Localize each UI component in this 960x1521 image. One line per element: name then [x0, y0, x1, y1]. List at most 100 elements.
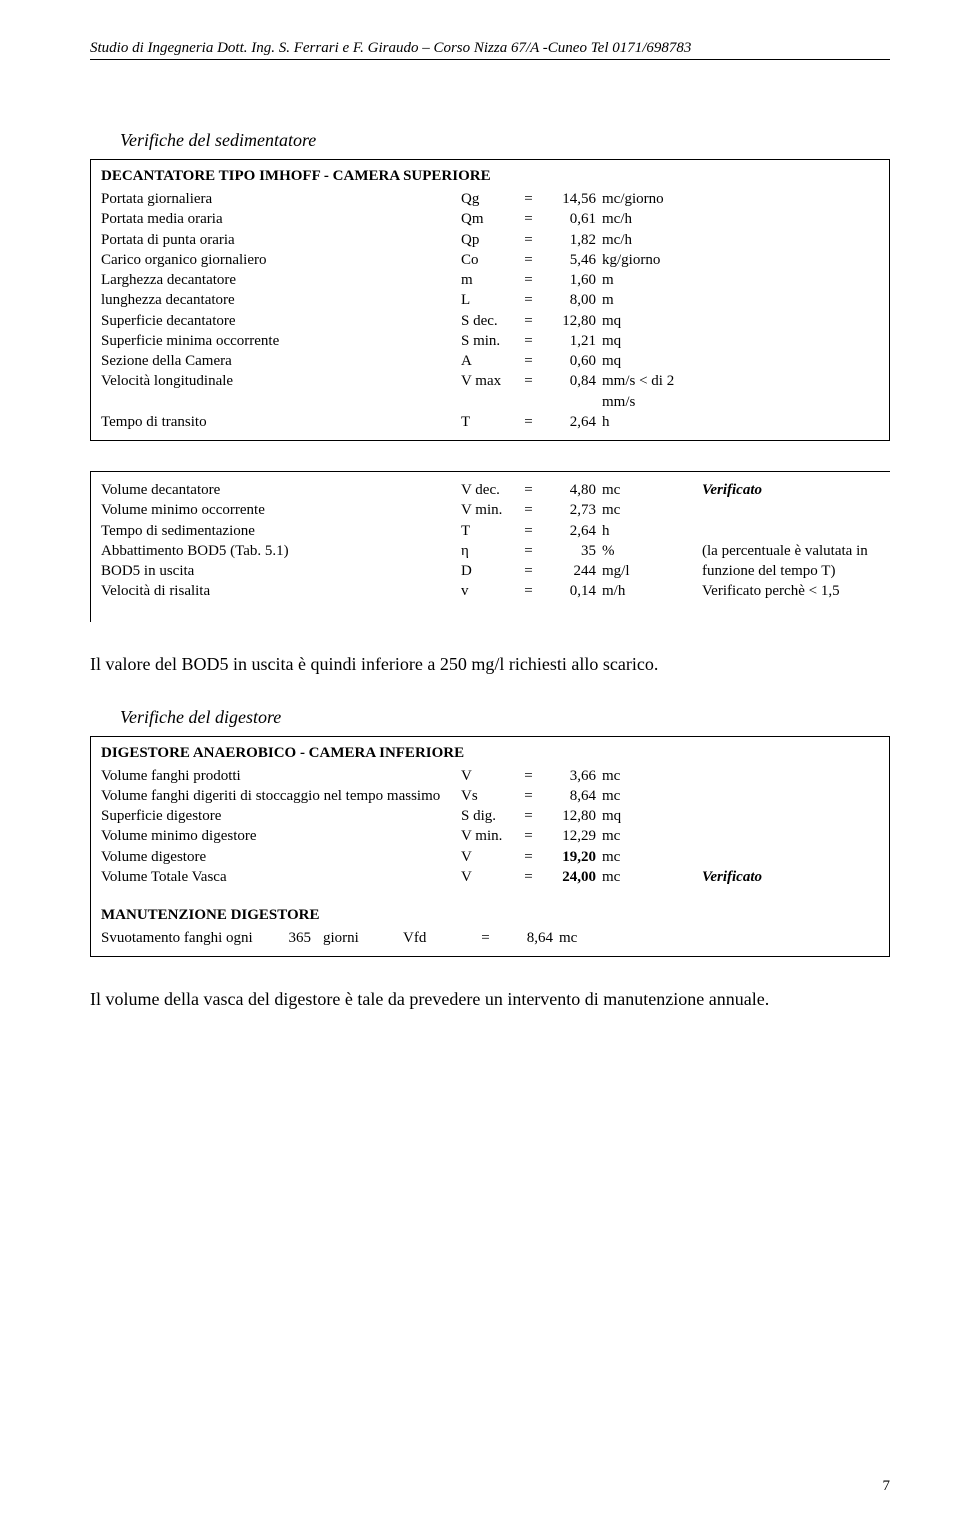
row-symbol: η — [461, 541, 516, 561]
row-eq: = — [516, 480, 541, 500]
row-eq: = — [516, 806, 541, 826]
row-label: Velocità di risalita — [101, 581, 461, 601]
maint-eq: = — [473, 928, 498, 948]
row-label: Sezione della Camera — [101, 351, 461, 371]
data-row: Carico organico giornaliero Co = 5,46 kg… — [101, 250, 879, 270]
row-unit: mc — [602, 847, 702, 867]
maint-symbol: Vfd — [403, 928, 473, 948]
data-row: Superficie minima occorrente S min. = 1,… — [101, 331, 879, 351]
section-title-sedimentatore: Verifiche del sedimentatore — [120, 130, 890, 151]
row-unit: mc/giorno — [602, 189, 702, 209]
row-eq: = — [516, 209, 541, 229]
data-row: Portata media oraria Qm = 0,61 mc/h — [101, 209, 879, 229]
data-row: Volume digestore V = 19,20 mc — [101, 847, 879, 867]
maint-unit: mc — [559, 928, 609, 948]
decantatore-results-box: Volume decantatore V dec. = 4,80 mc Veri… — [90, 471, 890, 622]
row-symbol: V max — [461, 371, 516, 412]
data-row: Velocità di risalita v = 0,14 m/h Verifi… — [101, 581, 880, 601]
row-eq: = — [516, 270, 541, 290]
row-symbol: T — [461, 521, 516, 541]
row-symbol: V — [461, 847, 516, 867]
data-row: Sezione della Camera A = 0,60 mq — [101, 351, 879, 371]
data-row: Volume minimo digestore V min. = 12,29 m… — [101, 826, 879, 846]
row-unit: mc — [602, 786, 702, 806]
row-note: Verificato — [702, 867, 879, 887]
row-label: Portata giornaliera — [101, 189, 461, 209]
row-label: Volume minimo digestore — [101, 826, 461, 846]
decantatore-box: DECANTATORE TIPO IMHOFF - CAMERA SUPERIO… — [90, 159, 890, 441]
row-note — [702, 786, 879, 806]
row-value: 2,73 — [541, 500, 602, 520]
row-symbol: S min. — [461, 331, 516, 351]
maint-days-value: 365 — [261, 928, 311, 948]
decantatore-title: DECANTATORE TIPO IMHOFF - CAMERA SUPERIO… — [101, 168, 879, 185]
row-eq: = — [516, 521, 541, 541]
row-value: 3,66 — [541, 766, 602, 786]
row-symbol: Co — [461, 250, 516, 270]
row-unit: m/h — [602, 581, 702, 601]
row-eq: = — [516, 500, 541, 520]
row-eq: = — [516, 230, 541, 250]
row-unit: mq — [602, 351, 702, 371]
row-unit: h — [602, 412, 702, 432]
row-eq: = — [516, 189, 541, 209]
body-text-digestore: Il volume della vasca del digestore è ta… — [90, 987, 890, 1012]
row-note — [702, 826, 879, 846]
row-eq: = — [516, 412, 541, 432]
row-label: Velocità longitudinale — [101, 371, 461, 412]
row-unit: mc — [602, 867, 702, 887]
row-eq: = — [516, 581, 541, 601]
row-label: Superficie minima occorrente — [101, 331, 461, 351]
row-label: Volume minimo occorrente — [101, 500, 461, 520]
row-value: 19,20 — [541, 847, 602, 867]
data-row: Abbattimento BOD5 (Tab. 5.1) η = 35 % (l… — [101, 541, 880, 561]
row-value: 0,84 — [541, 371, 602, 412]
data-row: Volume Totale Vasca V = 24,00 mc Verific… — [101, 867, 879, 887]
row-note: Verificato — [702, 480, 880, 500]
row-note: Verificato perchè < 1,5 — [702, 581, 880, 601]
data-row: Superficie decantatore S dec. = 12,80 mq — [101, 311, 879, 331]
row-symbol: Vs — [461, 786, 516, 806]
row-eq: = — [516, 311, 541, 331]
manutenzione-title: MANUTENZIONE DIGESTORE — [101, 907, 879, 924]
row-symbol: V — [461, 867, 516, 887]
row-eq: = — [516, 250, 541, 270]
data-row: Volume minimo occorrente V min. = 2,73 m… — [101, 500, 880, 520]
row-note — [702, 806, 879, 826]
row-value: 244 — [541, 561, 602, 581]
row-unit: mq — [602, 311, 702, 331]
row-label: Larghezza decantatore — [101, 270, 461, 290]
row-eq: = — [516, 541, 541, 561]
row-eq: = — [516, 371, 541, 412]
row-unit: mq — [602, 331, 702, 351]
row-label: lunghezza decantatore — [101, 290, 461, 310]
row-unit: mc/h — [602, 209, 702, 229]
section-title-digestore: Verifiche del digestore — [120, 707, 890, 728]
data-row: Volume fanghi prodotti V = 3,66 mc — [101, 766, 879, 786]
row-value: 4,80 — [541, 480, 602, 500]
row-label: BOD5 in uscita — [101, 561, 461, 581]
data-row: Tempo di sedimentazione T = 2,64 h — [101, 521, 880, 541]
row-value: 0,61 — [541, 209, 602, 229]
row-note — [702, 847, 879, 867]
digestore-rows: Volume fanghi prodotti V = 3,66 mc Volum… — [101, 766, 879, 888]
row-label: Tempo di transito — [101, 412, 461, 432]
row-value: 0,14 — [541, 581, 602, 601]
row-label: Volume decantatore — [101, 480, 461, 500]
maint-value: 8,64 — [498, 928, 559, 948]
row-unit: mc — [602, 826, 702, 846]
body-text-bod5: Il valore del BOD5 in uscita è quindi in… — [90, 652, 890, 677]
data-row: BOD5 in uscita D = 244 mg/l funzione del… — [101, 561, 880, 581]
row-value: 8,00 — [541, 290, 602, 310]
row-eq: = — [516, 351, 541, 371]
manutenzione-row: Svuotamento fanghi ogni 365 giorni Vfd =… — [101, 928, 879, 948]
digestore-box: DIGESTORE ANAEROBICO - CAMERA INFERIORE … — [90, 736, 890, 958]
row-label: Superficie digestore — [101, 806, 461, 826]
row-symbol: Qg — [461, 189, 516, 209]
row-value: 1,60 — [541, 270, 602, 290]
data-row: Portata di punta oraria Qp = 1,82 mc/h — [101, 230, 879, 250]
row-symbol: S dig. — [461, 806, 516, 826]
row-value: 5,46 — [541, 250, 602, 270]
row-value: 24,00 — [541, 867, 602, 887]
row-symbol: D — [461, 561, 516, 581]
